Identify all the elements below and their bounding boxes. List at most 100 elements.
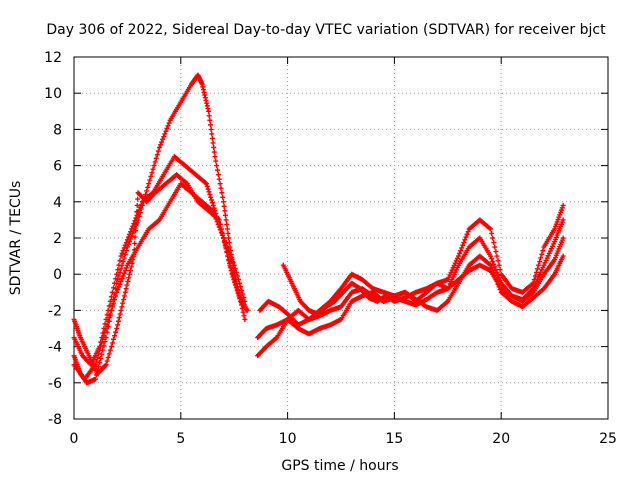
y-tick-label: 4: [53, 195, 62, 211]
data-point-marker: [494, 253, 500, 259]
data-point-marker: [497, 267, 503, 273]
data-point-marker: [213, 216, 219, 222]
data-point-marker: [147, 177, 153, 183]
data-point-marker: [119, 250, 125, 256]
data-point-marker: [212, 213, 218, 219]
data-point-marker: [163, 128, 169, 134]
data-point-marker: [133, 221, 139, 227]
data-point-marker: [98, 344, 104, 350]
data-point-marker: [127, 268, 133, 274]
x-tick-label: 25: [599, 431, 617, 447]
data-point-marker: [125, 234, 131, 240]
y-tick-label: -2: [48, 303, 62, 319]
data-point-marker: [213, 158, 219, 164]
data-point-marker: [92, 362, 98, 368]
data-point-marker: [229, 257, 235, 263]
data-point-marker: [138, 202, 144, 208]
data-point-marker: [242, 316, 248, 322]
data-point-marker: [102, 363, 108, 369]
data-point-marker: [223, 217, 229, 223]
data-point-marker: [241, 313, 247, 319]
series-track-3: [71, 172, 250, 377]
data-point-marker: [455, 253, 461, 259]
data-point-marker: [222, 238, 228, 244]
data-point-marker: [133, 228, 139, 234]
x-axis-ticks: 0 5 10 15 20 25: [70, 57, 617, 447]
data-point-marker: [109, 304, 115, 310]
data-point-marker: [106, 351, 112, 357]
data-point-marker: [115, 318, 121, 324]
data-point-marker: [221, 199, 227, 205]
data-point-marker: [488, 262, 494, 268]
data-point-marker: [115, 322, 121, 328]
data-point-marker: [231, 262, 237, 268]
data-point-marker: [459, 245, 465, 251]
y-tick-label: 8: [53, 122, 62, 138]
data-point-marker: [538, 255, 544, 261]
data-point-marker: [148, 173, 154, 179]
data-point-marker: [216, 176, 222, 182]
data-point-marker: [96, 351, 102, 357]
data-point-marker: [117, 281, 123, 287]
data-point-marker: [128, 264, 134, 270]
data-point-marker: [145, 184, 151, 190]
x-tick-label: 15: [385, 431, 403, 447]
data-point-marker: [109, 340, 115, 346]
data-point-marker: [125, 278, 131, 284]
data-point-marker: [533, 269, 539, 275]
data-point-marker: [536, 262, 542, 268]
data-point-marker: [144, 188, 150, 194]
data-point-marker: [535, 266, 541, 272]
data-series: [71, 72, 566, 386]
data-point-marker: [151, 163, 157, 169]
data-point-marker: [490, 259, 496, 265]
data-point-marker: [238, 284, 244, 290]
data-point-marker: [237, 280, 243, 286]
data-point-marker: [215, 172, 221, 178]
data-point-marker: [112, 280, 118, 286]
data-point-marker: [122, 242, 128, 248]
data-point-marker: [233, 281, 239, 287]
data-point-marker: [222, 212, 228, 218]
data-point-marker: [111, 300, 117, 306]
data-point-marker: [115, 287, 121, 293]
data-point-marker: [493, 249, 499, 255]
data-point-marker: [492, 264, 498, 270]
data-point-marker: [210, 202, 216, 208]
data-point-marker: [210, 140, 216, 146]
data-point-marker: [225, 246, 231, 252]
data-point-marker: [156, 145, 162, 150]
data-point-marker: [496, 262, 502, 268]
data-point-marker: [106, 315, 112, 321]
chart-title: Day 306 of 2022, Sidereal Day-to-day VTE…: [46, 22, 606, 38]
data-point-marker: [121, 255, 127, 261]
data-point-marker: [228, 254, 234, 260]
data-point-marker: [143, 192, 149, 198]
data-point-marker: [232, 266, 238, 272]
data-point-marker: [460, 242, 466, 248]
data-point-marker: [220, 194, 226, 200]
data-point-marker: [228, 265, 234, 271]
y-axis-ticks: -8 -6 -4 -2 0 2 4 6 8 10 12: [44, 50, 608, 428]
data-point-marker: [495, 272, 501, 278]
data-point-marker: [206, 108, 212, 114]
data-point-marker: [112, 333, 118, 339]
data-point-marker: [494, 269, 500, 275]
data-point-marker: [537, 259, 543, 265]
data-point-marker: [134, 209, 140, 215]
data-point-marker: [132, 234, 138, 240]
data-point-marker: [222, 208, 228, 214]
data-point-marker: [117, 269, 123, 275]
data-point-marker: [211, 149, 217, 155]
data-point-marker: [207, 192, 213, 198]
data-point-marker: [215, 167, 221, 173]
data-point-marker: [96, 364, 102, 370]
data-point-marker: [495, 258, 501, 264]
data-point-marker: [457, 250, 463, 256]
data-point-marker: [209, 135, 215, 141]
y-tick-label: 12: [44, 50, 62, 66]
data-point-marker: [124, 237, 130, 243]
data-point-marker: [105, 318, 111, 324]
data-point-marker: [461, 240, 467, 246]
